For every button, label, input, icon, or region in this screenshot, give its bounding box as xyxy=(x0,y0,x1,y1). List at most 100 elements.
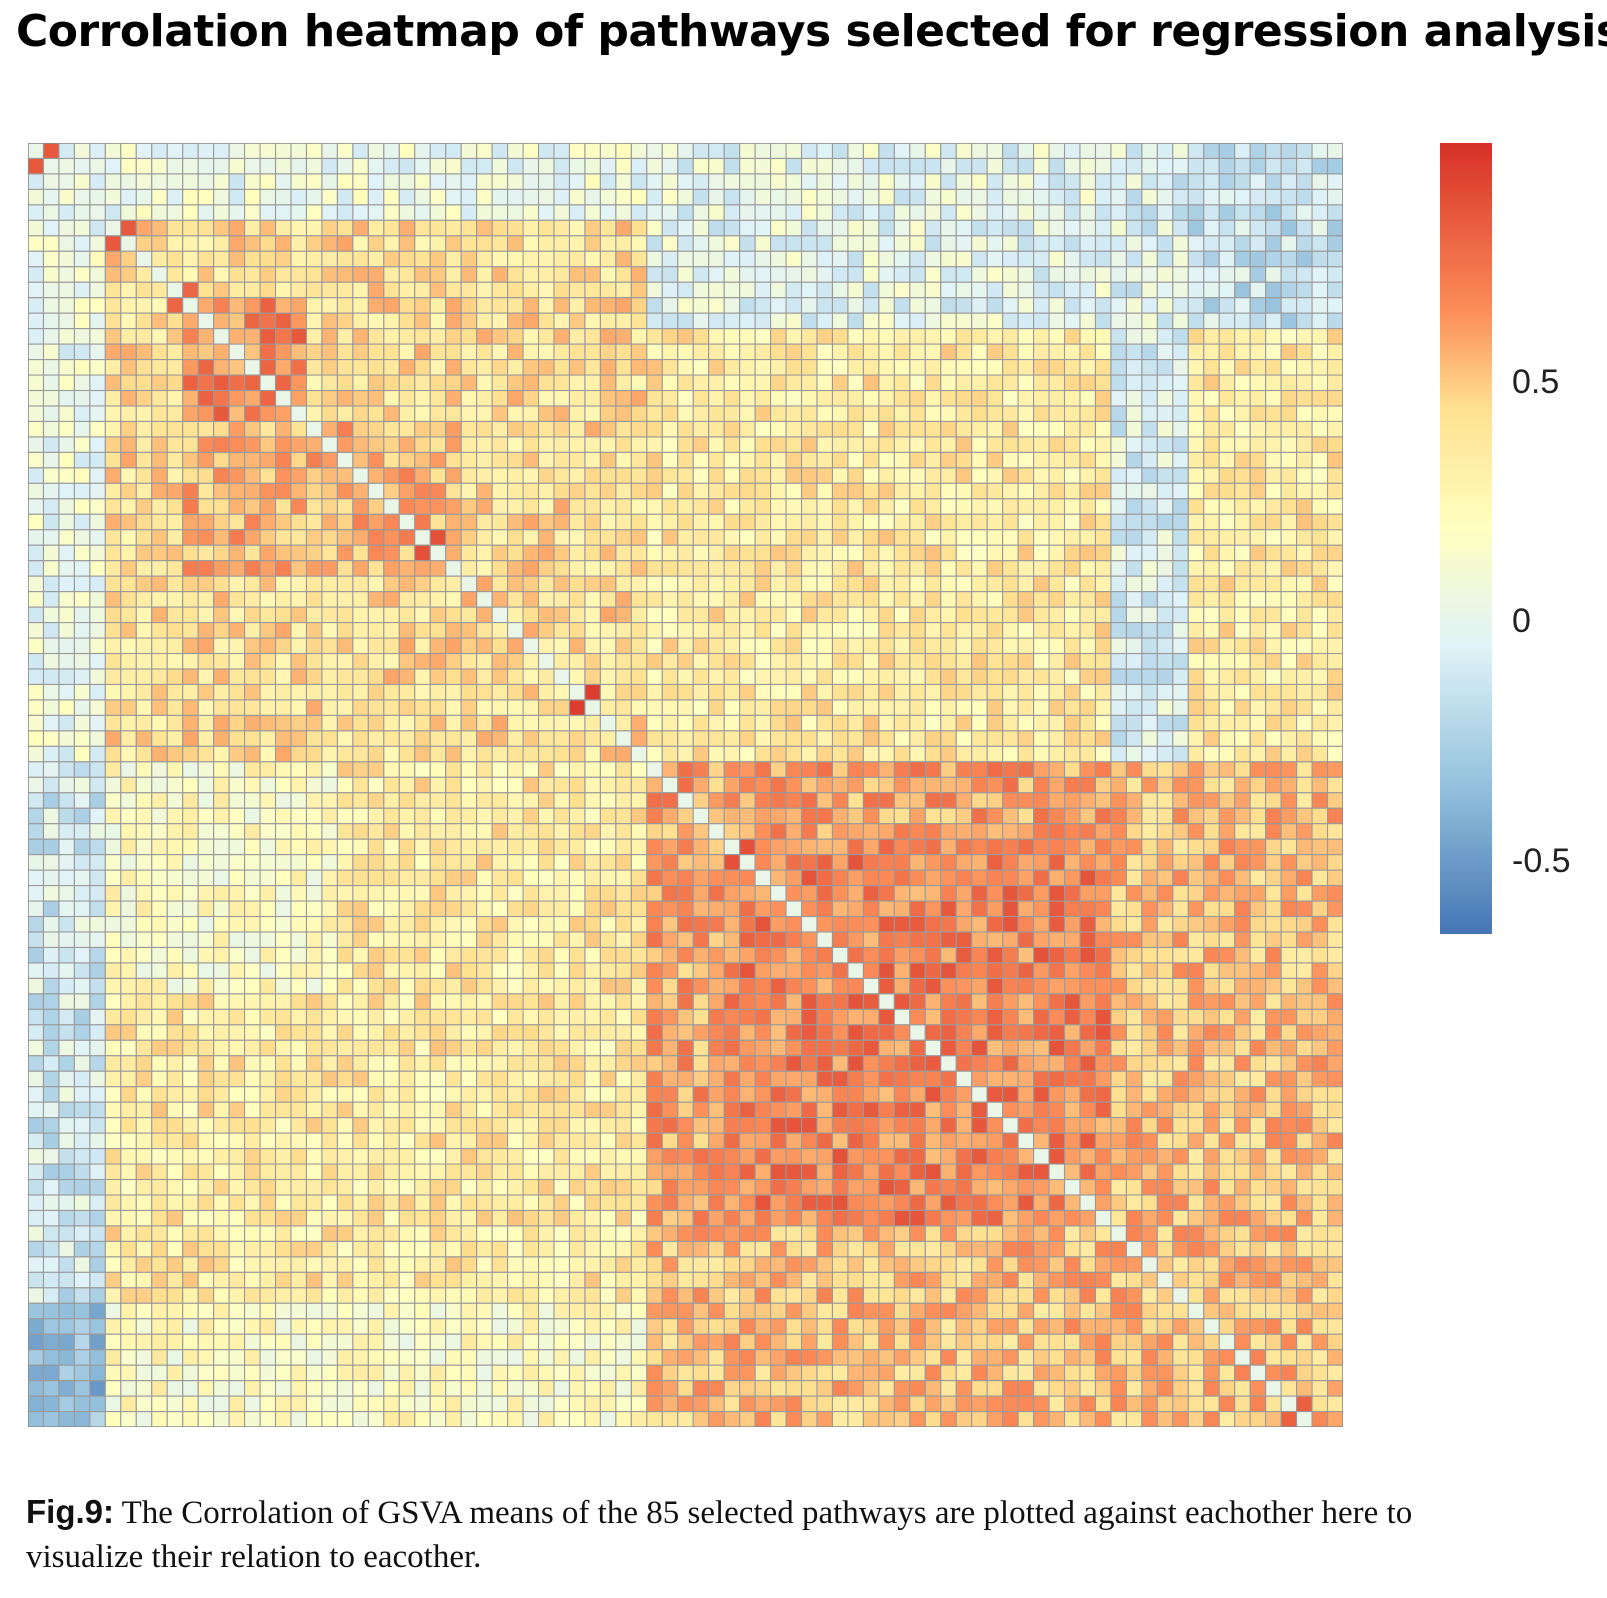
heatmap-cell xyxy=(1141,745,1158,763)
heatmap-cell xyxy=(1002,606,1019,624)
heatmap-cell xyxy=(677,436,694,453)
heatmap-cell xyxy=(800,235,818,252)
heatmap-cell xyxy=(290,173,308,190)
heatmap-cell xyxy=(1033,761,1050,778)
heatmap-cell xyxy=(584,915,601,933)
heatmap-cell xyxy=(924,157,942,175)
heatmap-cell xyxy=(1234,266,1251,283)
heatmap-cell xyxy=(723,714,741,732)
heatmap-cell xyxy=(336,436,354,453)
heatmap-cell xyxy=(537,436,555,453)
heatmap-cell xyxy=(568,591,586,608)
heatmap-cell xyxy=(58,776,75,794)
heatmap-cell xyxy=(723,869,741,887)
heatmap-cell xyxy=(135,1008,153,1026)
heatmap-cell xyxy=(73,1024,91,1041)
heatmap-cell xyxy=(58,699,75,716)
heatmap-cell xyxy=(336,823,354,840)
heatmap-cell xyxy=(73,467,91,484)
heatmap-cell xyxy=(924,328,942,345)
heatmap-cell xyxy=(1280,513,1298,531)
heatmap-cell xyxy=(692,699,710,716)
heatmap-cell xyxy=(491,297,509,314)
heatmap-cell xyxy=(831,188,849,206)
heatmap-cell xyxy=(1203,730,1220,747)
heatmap-cell xyxy=(244,869,261,887)
heatmap-cell xyxy=(135,467,153,484)
heatmap-cell xyxy=(599,204,617,221)
heatmap-cell xyxy=(800,776,818,794)
heatmap-cell xyxy=(862,374,880,392)
heatmap-cell xyxy=(862,297,880,314)
heatmap-cell xyxy=(677,652,694,670)
heatmap-cell xyxy=(151,328,168,345)
heatmap-cell xyxy=(213,622,230,639)
heatmap-cell xyxy=(723,776,741,794)
heatmap-cell xyxy=(89,637,106,655)
heatmap-cell xyxy=(1187,1008,1205,1026)
heatmap-cell xyxy=(1110,266,1127,283)
heatmap-cell xyxy=(244,451,261,469)
heatmap-cell xyxy=(584,235,601,252)
heatmap-cell xyxy=(1094,652,1112,670)
heatmap-cell xyxy=(522,560,540,577)
heatmap-cell xyxy=(1280,683,1298,701)
heatmap-cell xyxy=(1125,374,1143,392)
heatmap-cell xyxy=(336,591,354,608)
heatmap-cell xyxy=(630,900,648,918)
heatmap-cell xyxy=(151,714,168,732)
heatmap-cell xyxy=(1187,823,1205,840)
heatmap-cell xyxy=(1079,776,1097,794)
heatmap-cell xyxy=(1110,359,1127,376)
heatmap-cell xyxy=(1326,188,1343,206)
heatmap-cell xyxy=(42,823,60,840)
heatmap-cell xyxy=(1125,188,1143,206)
heatmap-cell xyxy=(135,761,153,778)
heatmap-cell xyxy=(383,606,400,624)
heatmap-cell xyxy=(1063,977,1081,995)
heatmap-cell xyxy=(290,714,308,732)
heatmap-cell xyxy=(1017,591,1035,608)
heatmap-cell xyxy=(1017,482,1035,500)
heatmap-cell xyxy=(924,761,942,778)
heatmap-cell xyxy=(955,1039,973,1057)
heatmap-cell xyxy=(414,962,431,979)
heatmap-cell xyxy=(677,204,694,221)
heatmap-cell xyxy=(213,745,230,763)
heatmap-cell xyxy=(1094,312,1112,330)
heatmap-cell xyxy=(893,513,911,531)
heatmap-cell xyxy=(507,420,524,438)
heatmap-cell xyxy=(1265,838,1282,856)
heatmap-cell xyxy=(89,235,106,252)
heatmap-cell xyxy=(522,235,540,252)
heatmap-cell xyxy=(800,575,818,593)
heatmap-cell xyxy=(831,173,849,190)
heatmap-cell xyxy=(491,575,509,593)
heatmap-cell xyxy=(1094,606,1112,624)
heatmap-cell xyxy=(816,560,834,577)
heatmap-cell xyxy=(940,328,957,345)
heatmap-cell xyxy=(1311,1008,1329,1026)
heatmap-cell xyxy=(1017,343,1035,361)
heatmap-cell xyxy=(151,312,168,330)
heatmap-cell xyxy=(770,498,787,515)
heatmap-cell xyxy=(522,683,540,701)
heatmap-cell xyxy=(274,389,292,407)
heatmap-cell xyxy=(1141,266,1158,283)
heatmap-cell xyxy=(785,235,803,252)
heatmap-cell xyxy=(816,1039,834,1057)
heatmap-cell xyxy=(367,745,385,763)
heatmap-cell xyxy=(955,343,973,361)
heatmap-cell xyxy=(537,250,555,268)
heatmap-cell xyxy=(1234,885,1251,902)
heatmap-cell xyxy=(507,807,524,825)
heatmap-cell xyxy=(862,591,880,608)
heatmap-cell xyxy=(599,188,617,206)
heatmap-cell xyxy=(197,389,215,407)
heatmap-cell xyxy=(878,219,895,237)
heatmap-cell xyxy=(723,374,741,392)
heatmap-cell xyxy=(708,823,725,840)
heatmap-cell xyxy=(847,389,864,407)
heatmap-cell xyxy=(692,591,710,608)
heatmap-cell xyxy=(166,420,184,438)
